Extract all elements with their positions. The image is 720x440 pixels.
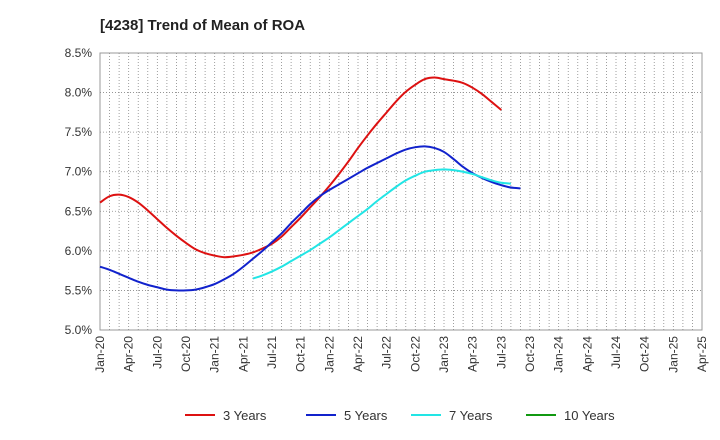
y-tick-label: 5.5% — [65, 283, 93, 297]
y-tick-label: 7.5% — [65, 125, 93, 139]
legend-item-10-years: 10 Years — [526, 408, 615, 423]
x-tick-label: Apr-25 — [695, 336, 709, 372]
x-tick-label: Jul-22 — [380, 336, 394, 369]
series-layer — [99, 76, 521, 292]
x-tick-label: Apr-22 — [351, 336, 365, 372]
x-tick-label: Apr-20 — [122, 336, 136, 372]
series-line-7-years — [252, 168, 511, 280]
legend-label: 10 Years — [564, 408, 615, 423]
x-tick-label: Oct-21 — [294, 336, 308, 372]
x-tick-label: Jul-20 — [150, 336, 164, 369]
series-line-5-years — [99, 145, 521, 292]
x-tick-label: Jul-21 — [265, 336, 279, 369]
y-tick-label: 8.5% — [65, 46, 93, 60]
x-tick-label: Apr-24 — [580, 336, 594, 372]
grid-lines — [100, 53, 702, 330]
y-tick-label: 7.0% — [65, 165, 93, 179]
x-tick-label: Jan-23 — [437, 336, 451, 373]
x-tick-label: Apr-21 — [236, 336, 250, 372]
y-tick-label: 6.0% — [65, 244, 93, 258]
x-tick-label: Jan-22 — [322, 336, 336, 373]
x-axis: Jan-20 Apr-20 Jul-20 Oct-20 Jan-21 Apr-21 Jul-… — [93, 336, 709, 373]
x-tick-label: Jan-21 — [208, 336, 222, 373]
x-tick-label: Oct-24 — [638, 336, 652, 372]
x-tick-label: Jul-23 — [494, 336, 508, 369]
x-tick-label: Jan-25 — [666, 336, 680, 373]
x-tick-label: Jul-24 — [609, 336, 623, 369]
legend-item-3-years: 3 Years — [185, 408, 267, 423]
x-tick-label: Oct-23 — [523, 336, 537, 372]
series-line-3-years — [99, 76, 502, 259]
legend-item-5-years: 5 Years — [306, 408, 388, 423]
y-tick-label: 8.0% — [65, 86, 93, 100]
x-tick-label: Jan-24 — [552, 336, 566, 373]
legend: 3 Years 5 Years 7 Years 10 Years — [185, 408, 615, 423]
x-tick-label: Jan-20 — [93, 336, 107, 373]
x-tick-label: Oct-20 — [179, 336, 193, 372]
x-tick-label: Apr-23 — [466, 336, 480, 372]
y-axis: 5.0% 5.5% 6.0% 6.5% 7.0% 7.5% 8.0% 8.5% — [65, 46, 93, 337]
y-tick-label: 5.0% — [65, 323, 93, 337]
legend-label: 3 Years — [223, 408, 267, 423]
x-tick-label: Oct-22 — [408, 336, 422, 372]
legend-item-7-years: 7 Years — [411, 408, 493, 423]
y-tick-label: 6.5% — [65, 204, 93, 218]
plot-frame — [99, 52, 703, 331]
chart-title: [4238] Trend of Mean of ROA — [100, 17, 305, 34]
plot-area — [99, 52, 703, 331]
legend-label: 5 Years — [344, 408, 388, 423]
legend-label: 7 Years — [449, 408, 493, 423]
